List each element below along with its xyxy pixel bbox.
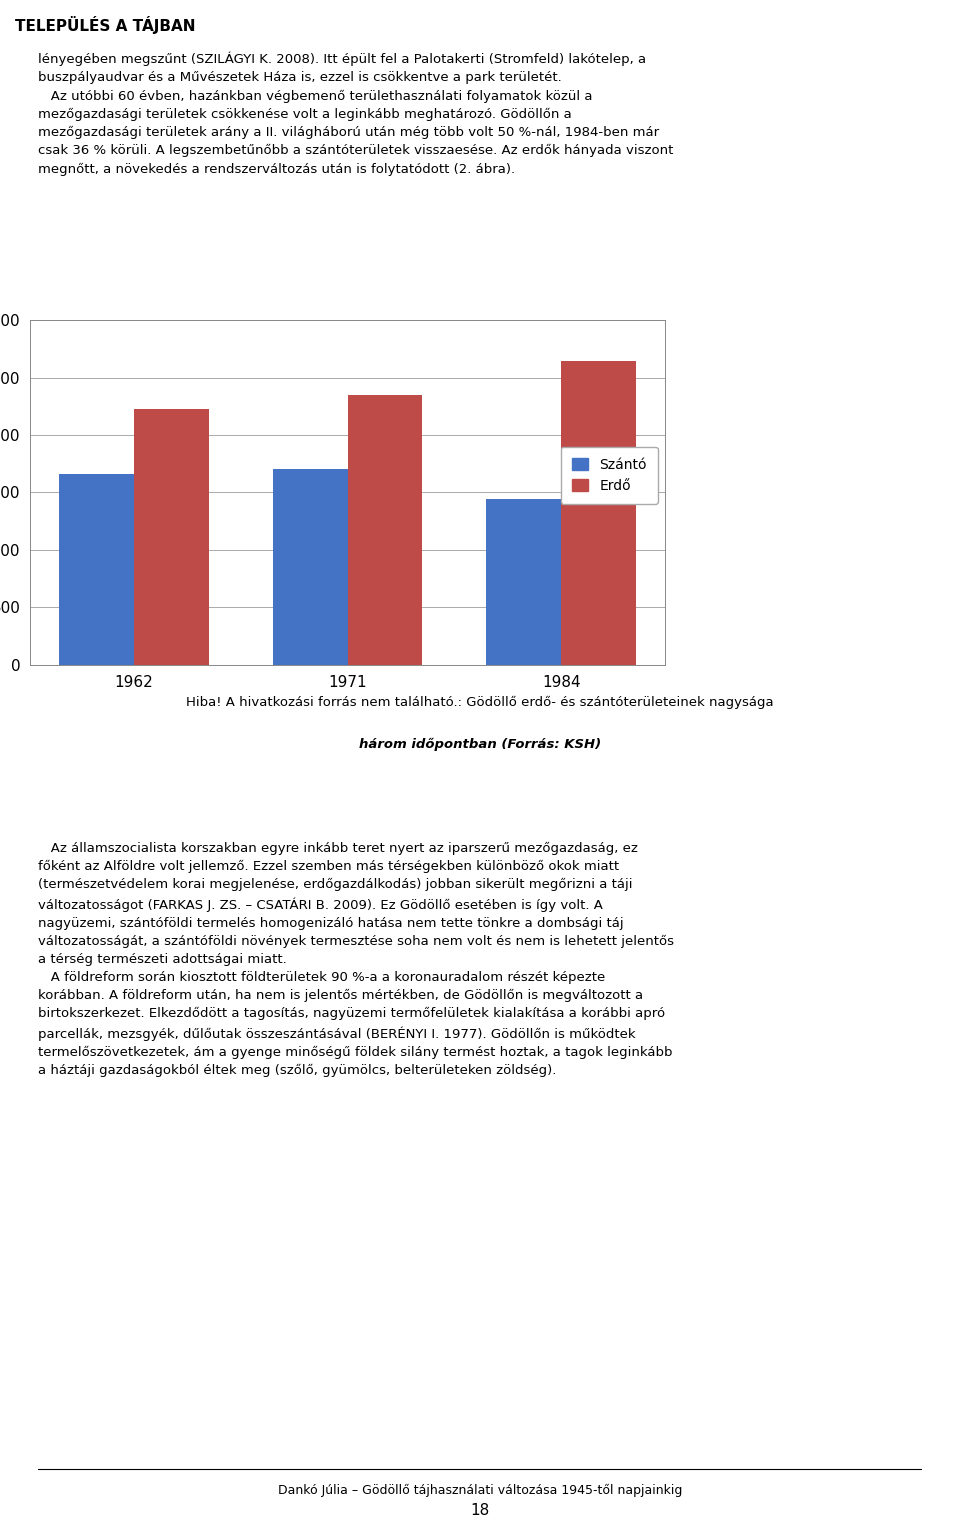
Bar [348,395,422,666]
Bar [562,361,636,666]
Bar [133,409,208,666]
Text: Az államszocialista korszakban egyre inkább teret nyert az iparszerű mezőgazdasá: Az államszocialista korszakban egyre ink… [38,842,674,1077]
Text: TELEPÜLÉS A TÁJBAN: TELEPÜLÉS A TÁJBAN [15,15,196,34]
Bar [487,500,562,666]
Text: Dankó Júlia – Gödöllő tájhasználati változása 1945-től napjainkig: Dankó Júlia – Gödöllő tájhasználati vált… [277,1485,683,1497]
Bar [273,469,348,666]
Bar [59,473,133,666]
Text: lényegében megszűnt (SZILÁGYI K. 2008). Itt épült fel a Palotakerti (Stromfeld) : lényegében megszűnt (SZILÁGYI K. 2008). … [38,52,674,175]
Text: Hiba! A hivatkozási forrás nem található.: Gödöllő erdő- és szántóterületeinek n: Hiba! A hivatkozási forrás nem található… [186,696,774,709]
Text: HALLGATÓI MŰHELYKONFERENCIA: HALLGATÓI MŰHELYKONFERENCIA [584,17,876,32]
Legend: Szántó, Erdő: Szántó, Erdő [561,447,658,504]
Text: 18: 18 [470,1503,490,1519]
Text: három időpontban (Forrás: KSH): három időpontban (Forrás: KSH) [359,738,601,752]
